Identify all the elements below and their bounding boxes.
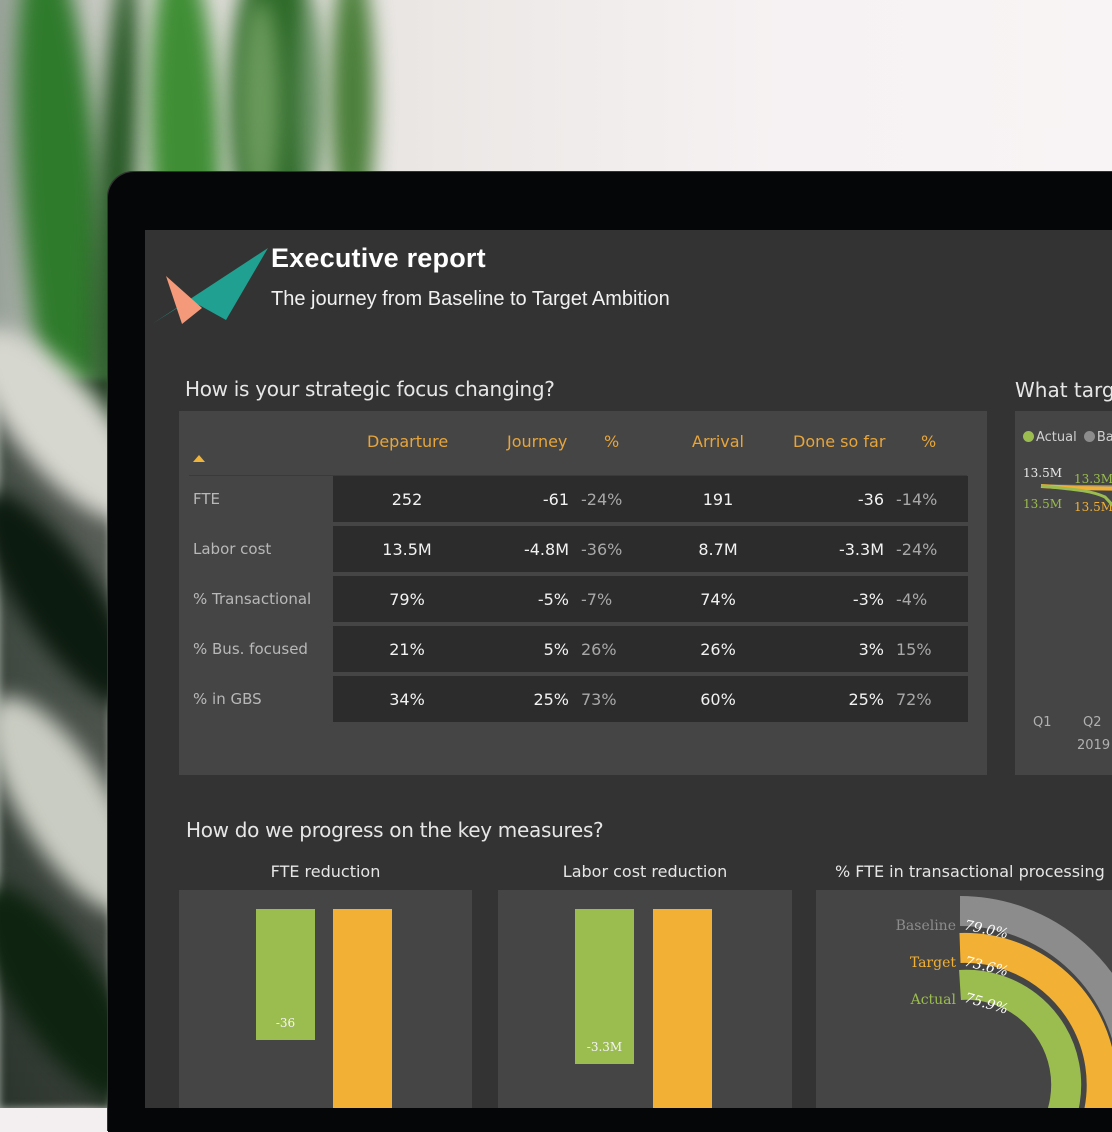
header-divider xyxy=(189,475,967,476)
data-label-actual-start: 13.5M xyxy=(1023,497,1063,511)
cell-journey-pct: -7% xyxy=(581,590,613,609)
cell-journey: -4.8M xyxy=(523,540,569,559)
column-header-journey-pct[interactable]: % xyxy=(604,432,620,451)
report-screen: Executive report The journey from Baseli… xyxy=(145,230,1112,1108)
table-row: % Transactional 79% -5% -7% 74% -3% -4% xyxy=(179,576,987,622)
cell-done: -3% xyxy=(852,590,884,609)
row-values: 34% 25% 73% 60% 25% 72% xyxy=(333,676,968,722)
row-values: 21% 5% 26% 26% 3% 15% xyxy=(333,626,968,672)
labor-chart-title: Labor cost reduction xyxy=(562,862,728,881)
fte-chart-title: FTE reduction xyxy=(270,862,381,881)
data-label-baseline-next: 13.3M xyxy=(1074,472,1112,486)
cell-journey: -5% xyxy=(537,590,569,609)
row-label: FTE xyxy=(193,490,221,508)
x-tick-q2: Q2 xyxy=(1083,715,1102,730)
legend-item-actual[interactable]: Actual xyxy=(1023,430,1081,445)
cell-done-pct: -14% xyxy=(896,490,938,509)
bar-actual[interactable]: -3.3M xyxy=(575,909,634,1064)
bar-actual[interactable]: -36 xyxy=(256,909,315,1040)
row-values: 252 -61 -24% 191 -36 -14% xyxy=(333,476,968,522)
sort-ascending-icon[interactable] xyxy=(193,455,205,462)
cell-departure: 21% xyxy=(389,640,425,659)
cell-journey-pct: 73% xyxy=(581,690,617,709)
table-row: FTE 252 -61 -24% 191 -36 -14% xyxy=(179,476,987,522)
cell-arrival: 191 xyxy=(702,490,734,509)
row-values: 13.5M -4.8M -36% 8.7M -3.3M -24% xyxy=(333,526,968,572)
target-line-chart: Actual Ba 13.5M 13.3M 13.5M 13.5M Q1 Q2 … xyxy=(1015,411,1112,775)
cell-arrival: 26% xyxy=(700,640,736,659)
legend-dot-icon xyxy=(1023,431,1034,442)
radial-bars xyxy=(959,896,1112,1108)
cell-done: 25% xyxy=(848,690,884,709)
row-label: Labor cost xyxy=(193,540,272,558)
cell-arrival: 60% xyxy=(700,690,736,709)
row-values: 79% -5% -7% 74% -3% -4% xyxy=(333,576,968,622)
table-row: Labor cost 13.5M -4.8M -36% 8.7M -3.3M -… xyxy=(179,526,987,572)
column-header-journey[interactable]: Journey xyxy=(507,432,568,451)
cell-departure: 13.5M xyxy=(382,540,432,559)
cell-departure: 252 xyxy=(391,490,423,509)
transactional-chart-title: % FTE in transactional processing xyxy=(835,862,1105,881)
legend-dot-icon xyxy=(1083,431,1095,442)
x-tick-q1: Q1 xyxy=(1033,715,1052,730)
row-label: % in GBS xyxy=(193,690,262,708)
report-title: Executive report xyxy=(271,243,486,273)
cell-journey: -61 xyxy=(542,490,569,509)
strategic-focus-title: How is your strategic focus changing? xyxy=(185,377,555,401)
logo-icon xyxy=(152,248,268,324)
cell-journey: 5% xyxy=(543,640,569,659)
trend-lines xyxy=(1040,484,1112,507)
cell-done: -3.3M xyxy=(838,540,884,559)
legend-item-baseline[interactable]: Ba xyxy=(1083,430,1112,445)
cell-journey-pct: -36% xyxy=(581,540,623,559)
bar-target[interactable] xyxy=(653,909,712,1108)
cell-arrival: 8.7M xyxy=(698,540,738,559)
row-label: % Bus. focused xyxy=(193,640,308,658)
report-subtitle: The journey from Baseline to Target Ambi… xyxy=(271,288,670,310)
series-label-target: Target xyxy=(909,955,956,971)
data-label-baseline-start: 13.5M xyxy=(1023,466,1063,480)
plant-leaf xyxy=(300,0,318,200)
series-label-baseline: Baseline xyxy=(895,918,956,934)
cell-done-pct: -24% xyxy=(896,540,938,559)
cell-journey: 25% xyxy=(533,690,569,709)
chart-legend: Actual Ba xyxy=(1023,430,1112,445)
transactional-radial-chart: Baseline 79.0% Target 73.6% Actual 75.9% xyxy=(816,890,1112,1108)
strategic-focus-table: Departure Journey % Arrival Done so far … xyxy=(179,411,987,775)
labor-cost-reduction-chart: -3.3M xyxy=(498,890,792,1108)
cell-arrival: 74% xyxy=(700,590,736,609)
cell-done: 3% xyxy=(858,640,884,659)
fte-reduction-chart: -36 xyxy=(179,890,472,1108)
cell-journey-pct: 26% xyxy=(581,640,617,659)
x-tick-year: 2019 xyxy=(1077,738,1111,753)
bar-value-label: -36 xyxy=(275,1016,296,1030)
row-label: % Transactional xyxy=(193,590,312,608)
cell-journey-pct: -24% xyxy=(581,490,623,509)
column-header-departure[interactable]: Departure xyxy=(367,432,449,451)
legend-label: Ba xyxy=(1096,430,1112,445)
bar-target[interactable] xyxy=(333,909,392,1108)
data-label-target-next: 13.5M xyxy=(1074,500,1112,514)
cell-done-pct: -4% xyxy=(896,590,928,609)
column-header-arrival[interactable]: Arrival xyxy=(692,432,744,451)
column-header-done-pct[interactable]: % xyxy=(921,432,937,451)
table-row: % in GBS 34% 25% 73% 60% 25% 72% xyxy=(179,676,987,722)
cell-departure: 79% xyxy=(389,590,425,609)
table-header: Departure Journey % Arrival Done so far … xyxy=(179,411,987,477)
target-panel-title: What targe xyxy=(1015,378,1112,402)
bar-value-label: -3.3M xyxy=(586,1040,623,1054)
column-header-done-so-far[interactable]: Done so far xyxy=(793,432,886,451)
key-measures-title: How do we progress on the key measures? xyxy=(186,818,604,842)
cell-done-pct: 15% xyxy=(896,640,932,659)
table-row: % Bus. focused 21% 5% 26% 26% 3% 15% xyxy=(179,626,987,672)
cell-done-pct: 72% xyxy=(896,690,932,709)
cell-done: -36 xyxy=(857,490,884,509)
legend-label: Actual xyxy=(1036,430,1077,445)
cell-departure: 34% xyxy=(389,690,425,709)
series-label-actual: Actual xyxy=(910,992,956,1008)
